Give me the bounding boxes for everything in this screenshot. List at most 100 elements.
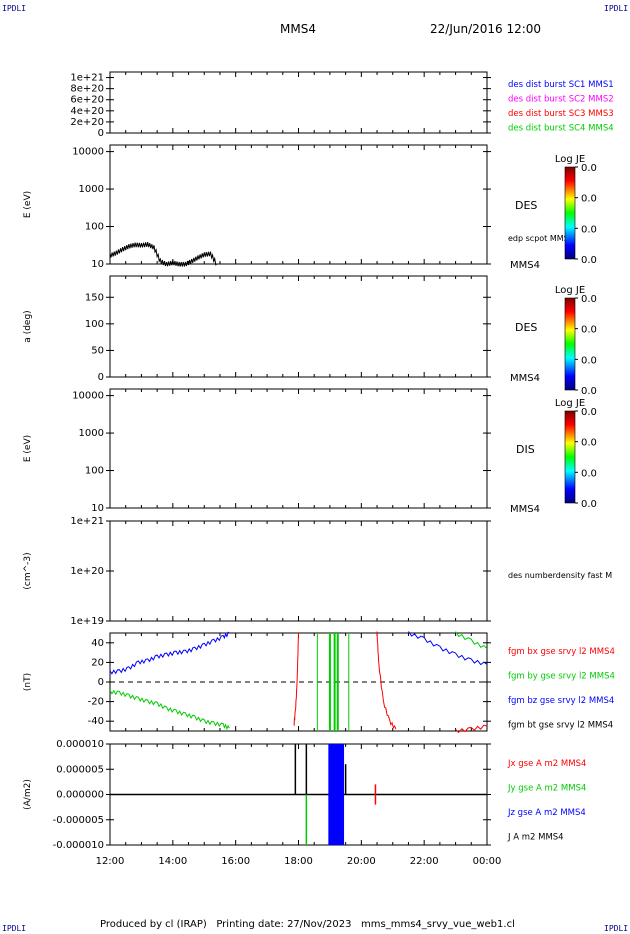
colorbar-tick-label: 0.0 [581,294,597,305]
y-tick-label: -0.000005 [53,815,104,826]
y-tick-label: -20 [88,697,104,708]
fgm-series-3 [455,631,488,650]
y-axis-label-current: (A/m2) [23,779,33,810]
current-burst-block [328,744,345,845]
instrument-label-des-pitch: DES [515,321,537,334]
legend-burst-0: des dist burst SC1 MMS1 [508,80,614,90]
y-tick-label: 100 [85,466,104,477]
y-axis-label-fgm: (nT) [23,673,33,691]
sc-label: MMS4 [510,504,540,515]
colorbar-tick-label: 0.0 [581,468,597,479]
legend-burst-3: des dist burst SC4 MMS4 [508,124,614,134]
series-label-density: des numberdensity fast M [508,571,612,580]
instrument-label-dis: DIS [516,443,535,456]
x-tick-label: 12:00 [96,856,125,867]
legend-fgm-3: fgm bt gse srvy l2 MMS4 [508,721,613,731]
x-tick-label: 18:00 [284,856,313,867]
corner-label-tl: IPDLI [2,4,27,13]
y-tick-label: 40 [91,638,104,649]
legend-current-2: Jz gse A m2 MMS4 [507,808,586,818]
series-scpot-line [109,241,218,267]
fgm-series-4 [293,632,299,727]
fgm-series-5 [376,631,397,730]
fgm-series-1 [109,689,230,731]
colorbar [564,410,576,504]
y-tick-label: 1e+20 [70,566,104,577]
panel-frame-3 [109,388,488,509]
x-tick-label: 16:00 [221,856,250,867]
y-tick-label: 150 [85,292,104,303]
corner-label-br: IPDLI [604,924,629,933]
legend-fgm-2: fgm bz gse srvy l2 MMS4 [508,696,614,706]
colorbar-tick-label: 0.0 [581,355,597,366]
y-tick-label: 1e+21 [70,516,104,527]
x-tick-label: 20:00 [347,856,376,867]
y-tick-label: 4e+20 [70,106,104,117]
colorbar [564,297,576,391]
legend-current-1: Jy gse A m2 MMS4 [507,784,586,794]
panel-frame-2 [109,275,488,378]
y-tick-label: 1e+21 [70,73,104,84]
y-axis-label-pitch: a (deg) [23,310,33,342]
y-axis-label-des-energy: E (eV) [23,191,33,218]
colorbar-tick-label: 0.0 [581,438,597,449]
panel-frame-4 [109,520,488,622]
corner-label-bl: IPDLI [2,924,27,933]
colorbar-title: Log JE [555,154,585,165]
panel-frame-1 [109,144,488,265]
colorbar [564,166,576,260]
y-tick-label: 1000 [79,184,104,195]
y-tick-label: 0.000010 [56,739,104,750]
y-tick-label: 8e+20 [70,84,104,95]
colorbar-tick-label: 0.0 [581,224,597,235]
y-tick-label: 50 [91,345,104,356]
y-tick-label: 2e+20 [70,117,104,128]
instrument-label-des: DES [515,199,537,212]
legend-burst-1: des dist burst SC2 MMS2 [508,95,614,105]
sc-label: MMS4 [510,260,540,271]
colorbar-title: Log JE [555,285,585,296]
y-tick-label: 1e+19 [70,616,104,627]
y-axis-label-dis-energy: E (eV) [23,435,33,462]
y-tick-label: 0 [98,128,104,139]
fgm-series-0 [109,631,230,675]
legend-burst-2: des dist burst SC3 MMS3 [508,109,614,119]
y-tick-label: 1000 [79,428,104,439]
mission-title: MMS4 [280,22,316,36]
corner-label-tr: IPDLI [604,4,629,13]
colorbar-tick-label: 0.0 [581,499,597,510]
legend-fgm-0: fgm bx gse srvy l2 MMS4 [508,647,615,657]
fgm-series-6 [455,724,488,734]
y-tick-label: 10000 [72,391,104,402]
y-axis-label-density: (cm^-3) [23,552,33,589]
footer-text: Produced by cl (IRAP) Printing date: 27/… [100,919,515,930]
panel-frame-0 [109,71,488,134]
y-tick-label: 100 [85,222,104,233]
y-tick-label: 0.000000 [56,790,104,801]
x-tick-label: 14:00 [158,856,187,867]
y-tick-label: 10 [91,259,104,270]
colorbar-title: Log JE [555,398,585,409]
legend-fgm-1: fgm by gse srvy l2 MMS4 [508,672,615,682]
colorbar-tick-label: 0.0 [581,255,597,266]
legend-current-0: Jx gse A m2 MMS4 [507,759,586,769]
datetime-title: 22/Jun/2016 12:00 [430,22,542,36]
colorbar-tick-label: 0.0 [581,163,597,174]
y-tick-label: 6e+20 [70,95,104,106]
colorbar-tick-label: 0.0 [581,407,597,418]
legend-current-3: J A m2 MMS4 [507,833,564,843]
y-tick-label: 100 [85,319,104,330]
y-tick-label: 10000 [72,147,104,158]
y-tick-label: 20 [91,657,104,668]
x-tick-label: 22:00 [410,856,439,867]
y-tick-label: 0.000005 [56,764,104,775]
x-tick-label: 00:00 [473,856,502,867]
colorbar-tick-label: 0.0 [581,325,597,336]
sc-label: MMS4 [510,373,540,384]
y-tick-label: -0.000010 [53,840,104,851]
colorbar-tick-label: 0.0 [581,386,597,397]
y-tick-label: 0 [98,372,104,383]
colorbar-tick-label: 0.0 [581,194,597,205]
series-label-scpot: edp scpot MMS4 [508,234,574,243]
